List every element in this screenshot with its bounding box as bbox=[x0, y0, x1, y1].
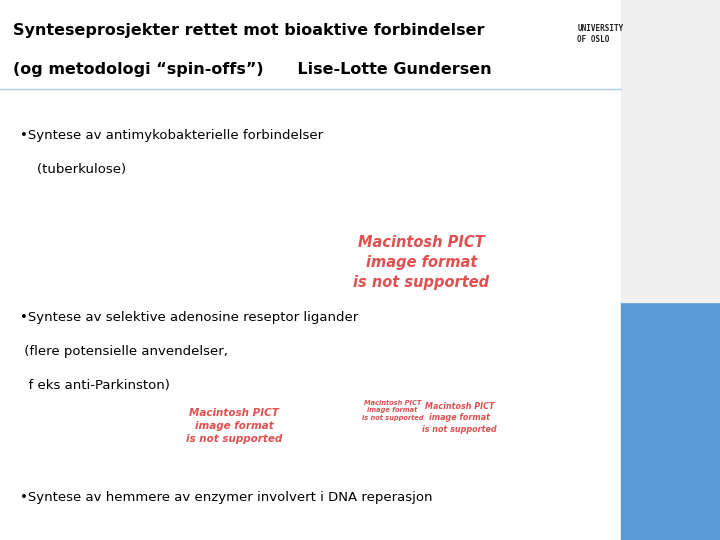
Text: (flere potensielle anvendelser,: (flere potensielle anvendelser, bbox=[20, 345, 228, 357]
Text: Macintosh PICT
image format
is not supported: Macintosh PICT image format is not suppo… bbox=[422, 402, 497, 434]
Text: •Syntese av antimykobakterielle forbindelser: •Syntese av antimykobakterielle forbinde… bbox=[20, 129, 323, 141]
Bar bbox=[621, 302, 720, 540]
Text: f eks anti-Parkinston): f eks anti-Parkinston) bbox=[20, 379, 170, 392]
Text: (og metodologi “spin-offs”)      Lise-Lotte Gundersen: (og metodologi “spin-offs”) Lise-Lotte G… bbox=[13, 62, 492, 77]
Text: •Syntese av selektive adenosine reseptor ligander: •Syntese av selektive adenosine reseptor… bbox=[20, 310, 359, 323]
Text: Synteseprosjekter rettet mot bioaktive forbindelser: Synteseprosjekter rettet mot bioaktive f… bbox=[13, 23, 485, 38]
Bar bbox=[621, 0, 720, 302]
Text: (tuberkulose): (tuberkulose) bbox=[20, 163, 126, 176]
Text: Macintosh PICT
image format
is not supported: Macintosh PICT image format is not suppo… bbox=[186, 408, 282, 444]
Text: •Syntese av hemmere av enzymer involvert i DNA reperasjon: •Syntese av hemmere av enzymer involvert… bbox=[20, 491, 433, 504]
Text: Macintosh PICT
image format
is not supported: Macintosh PICT image format is not suppo… bbox=[353, 235, 490, 289]
Text: Macintosh PICT
image format
is not supported: Macintosh PICT image format is not suppo… bbox=[361, 400, 423, 421]
Text: UNIVERSITY
OF OSLO: UNIVERSITY OF OSLO bbox=[577, 24, 624, 44]
